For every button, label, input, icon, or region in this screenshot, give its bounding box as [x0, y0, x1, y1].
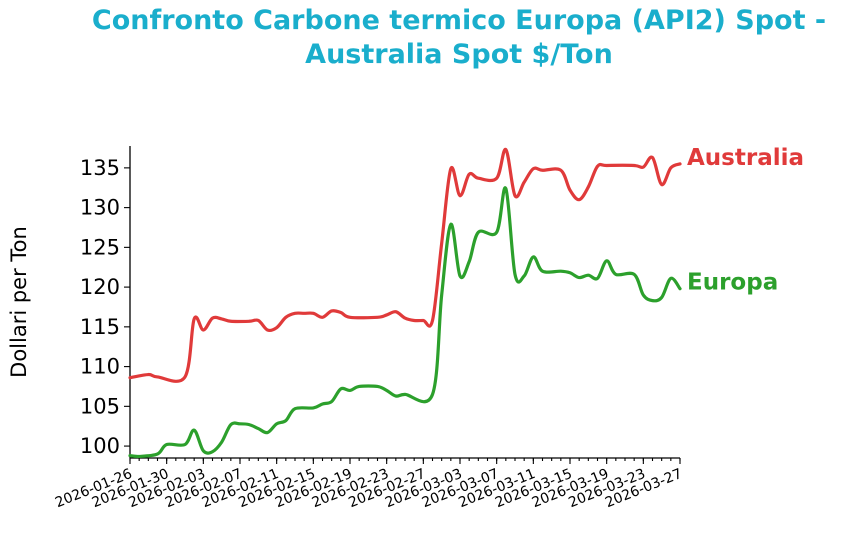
series-label-europa: Europa	[687, 270, 778, 296]
series-line-europa	[128, 186, 682, 459]
series-line-australia	[128, 147, 682, 383]
chart-title-line: Australia Spot $/Ton	[305, 39, 613, 70]
axes: 1001051101151201251301352026-01-262026-0…	[53, 146, 684, 511]
y-axis-label: Dollari per Ton	[7, 226, 31, 378]
y-tick-label: 130	[80, 196, 120, 220]
y-tick-label: 110	[80, 355, 120, 379]
y-tick-label: 105	[80, 394, 120, 418]
y-tick-label: 115	[80, 315, 120, 339]
y-tick-label: 100	[80, 434, 120, 458]
y-tick-label: 120	[80, 275, 120, 299]
y-tick-label: 135	[80, 156, 120, 180]
chart-title-line: Confronto Carbone termico Europa (API2) …	[92, 5, 826, 36]
series-label-australia: Australia	[687, 145, 804, 171]
series: Australia Europa	[128, 145, 804, 459]
y-tick-label: 125	[80, 235, 120, 259]
chart-title: Confronto Carbone termico Europa (API2) …	[92, 5, 826, 70]
